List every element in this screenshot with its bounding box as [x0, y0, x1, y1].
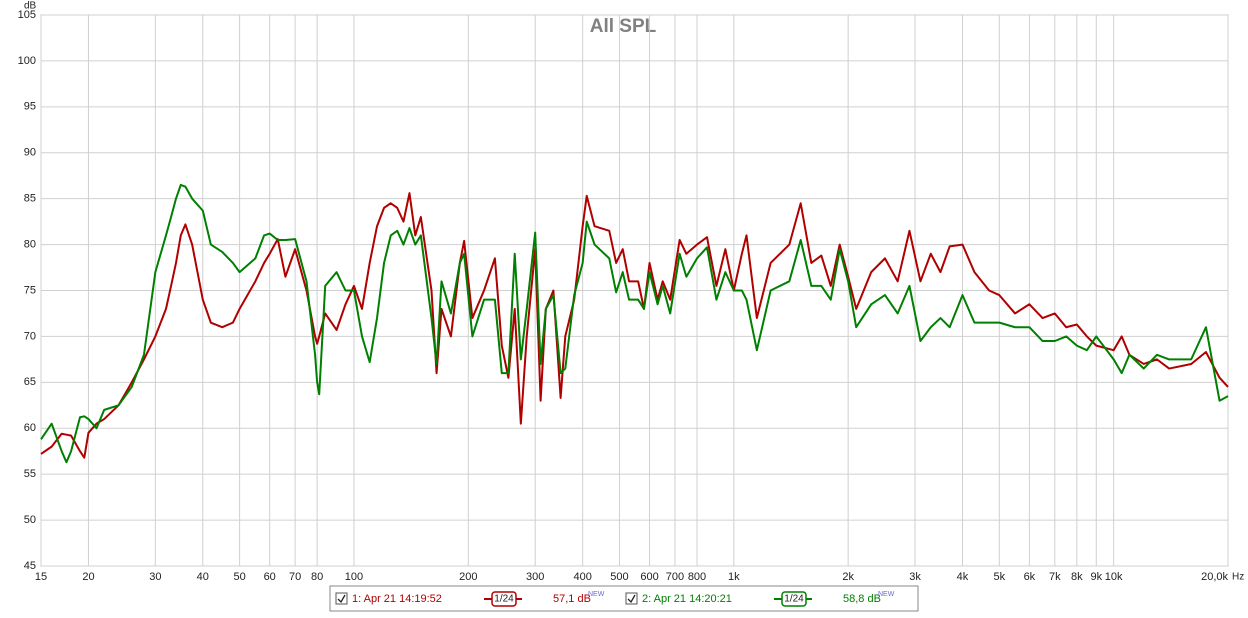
legend-label: 2: Apr 21 14:20:21	[642, 593, 732, 605]
grid	[40, 14, 1229, 567]
y-tick-label: 50	[24, 514, 36, 526]
y-tick-label: 105	[18, 9, 36, 21]
x-tick-label: 20,0k	[1201, 571, 1228, 583]
y-tick-label: 65	[24, 376, 36, 388]
x-tick-label: 100	[345, 571, 363, 583]
series-line	[40, 183, 1229, 464]
x-tick-label: 80	[311, 571, 323, 583]
legend-check	[627, 594, 636, 604]
y-tick-label: 45	[24, 560, 36, 572]
x-tick-label: 1k	[728, 571, 740, 583]
x-tick-label: 10k	[1105, 571, 1123, 583]
legend-smoothing: 1/24	[784, 594, 804, 605]
x-tick-label: 40	[197, 571, 209, 583]
legend-checkbox[interactable]	[625, 592, 638, 605]
legend-level: 58,8 dB	[843, 593, 881, 605]
x-tick-label: 700	[666, 571, 684, 583]
y-tick-label: 100	[18, 55, 36, 67]
x-tick-label: 70	[289, 571, 301, 583]
x-tick-label: 30	[149, 571, 161, 583]
x-tick-label: 400	[573, 571, 591, 583]
x-tick-label: 500	[610, 571, 628, 583]
x-tick-label: 4k	[957, 571, 969, 583]
x-tick-label: 3k	[909, 571, 921, 583]
y-tick-label: 70	[24, 330, 36, 342]
x-tick-label: 60	[264, 571, 276, 583]
x-tick-label: 2k	[842, 571, 854, 583]
chart-title: All SPL	[590, 16, 657, 37]
y-tick-label: 60	[24, 422, 36, 434]
x-tick-label: 7k	[1049, 571, 1061, 583]
x-tick-label: 15	[35, 571, 47, 583]
x-tick-label: 50	[233, 571, 245, 583]
legend-smoothing-box[interactable]	[491, 591, 517, 607]
legend-label: 1: Apr 21 14:19:52	[352, 593, 442, 605]
legend-checkbox[interactable]	[335, 592, 348, 605]
legend-level: 57,1 dB	[553, 593, 591, 605]
y-tick-label: 90	[24, 147, 36, 159]
x-tick-label: 300	[526, 571, 544, 583]
x-tick-label: 20	[82, 571, 94, 583]
x-tick-label: 600	[640, 571, 658, 583]
y-tick-label: 75	[24, 284, 36, 296]
legend-smoothing-box[interactable]	[781, 591, 807, 607]
legend	[329, 585, 919, 612]
y-tick-label: 80	[24, 238, 36, 250]
y-axis-label: dB	[24, 1, 37, 12]
legend-check	[337, 594, 346, 604]
legend-level-tag: NEW	[588, 591, 605, 598]
x-tick-label: 5k	[993, 571, 1005, 583]
legend-smoothing: 1/24	[494, 594, 514, 605]
y-tick-label: 55	[24, 468, 36, 480]
series-line	[40, 192, 1229, 459]
x-tick-label: 200	[459, 571, 477, 583]
x-tick-label: 9k	[1090, 571, 1102, 583]
x-tick-label: 8k	[1071, 571, 1083, 583]
x-axis-label: Hz	[1232, 572, 1244, 583]
y-tick-label: 95	[24, 101, 36, 113]
x-tick-label: 6k	[1024, 571, 1036, 583]
x-tick-label: 800	[688, 571, 706, 583]
y-tick-label: 85	[24, 193, 36, 205]
legend-level-tag: NEW	[878, 591, 895, 598]
